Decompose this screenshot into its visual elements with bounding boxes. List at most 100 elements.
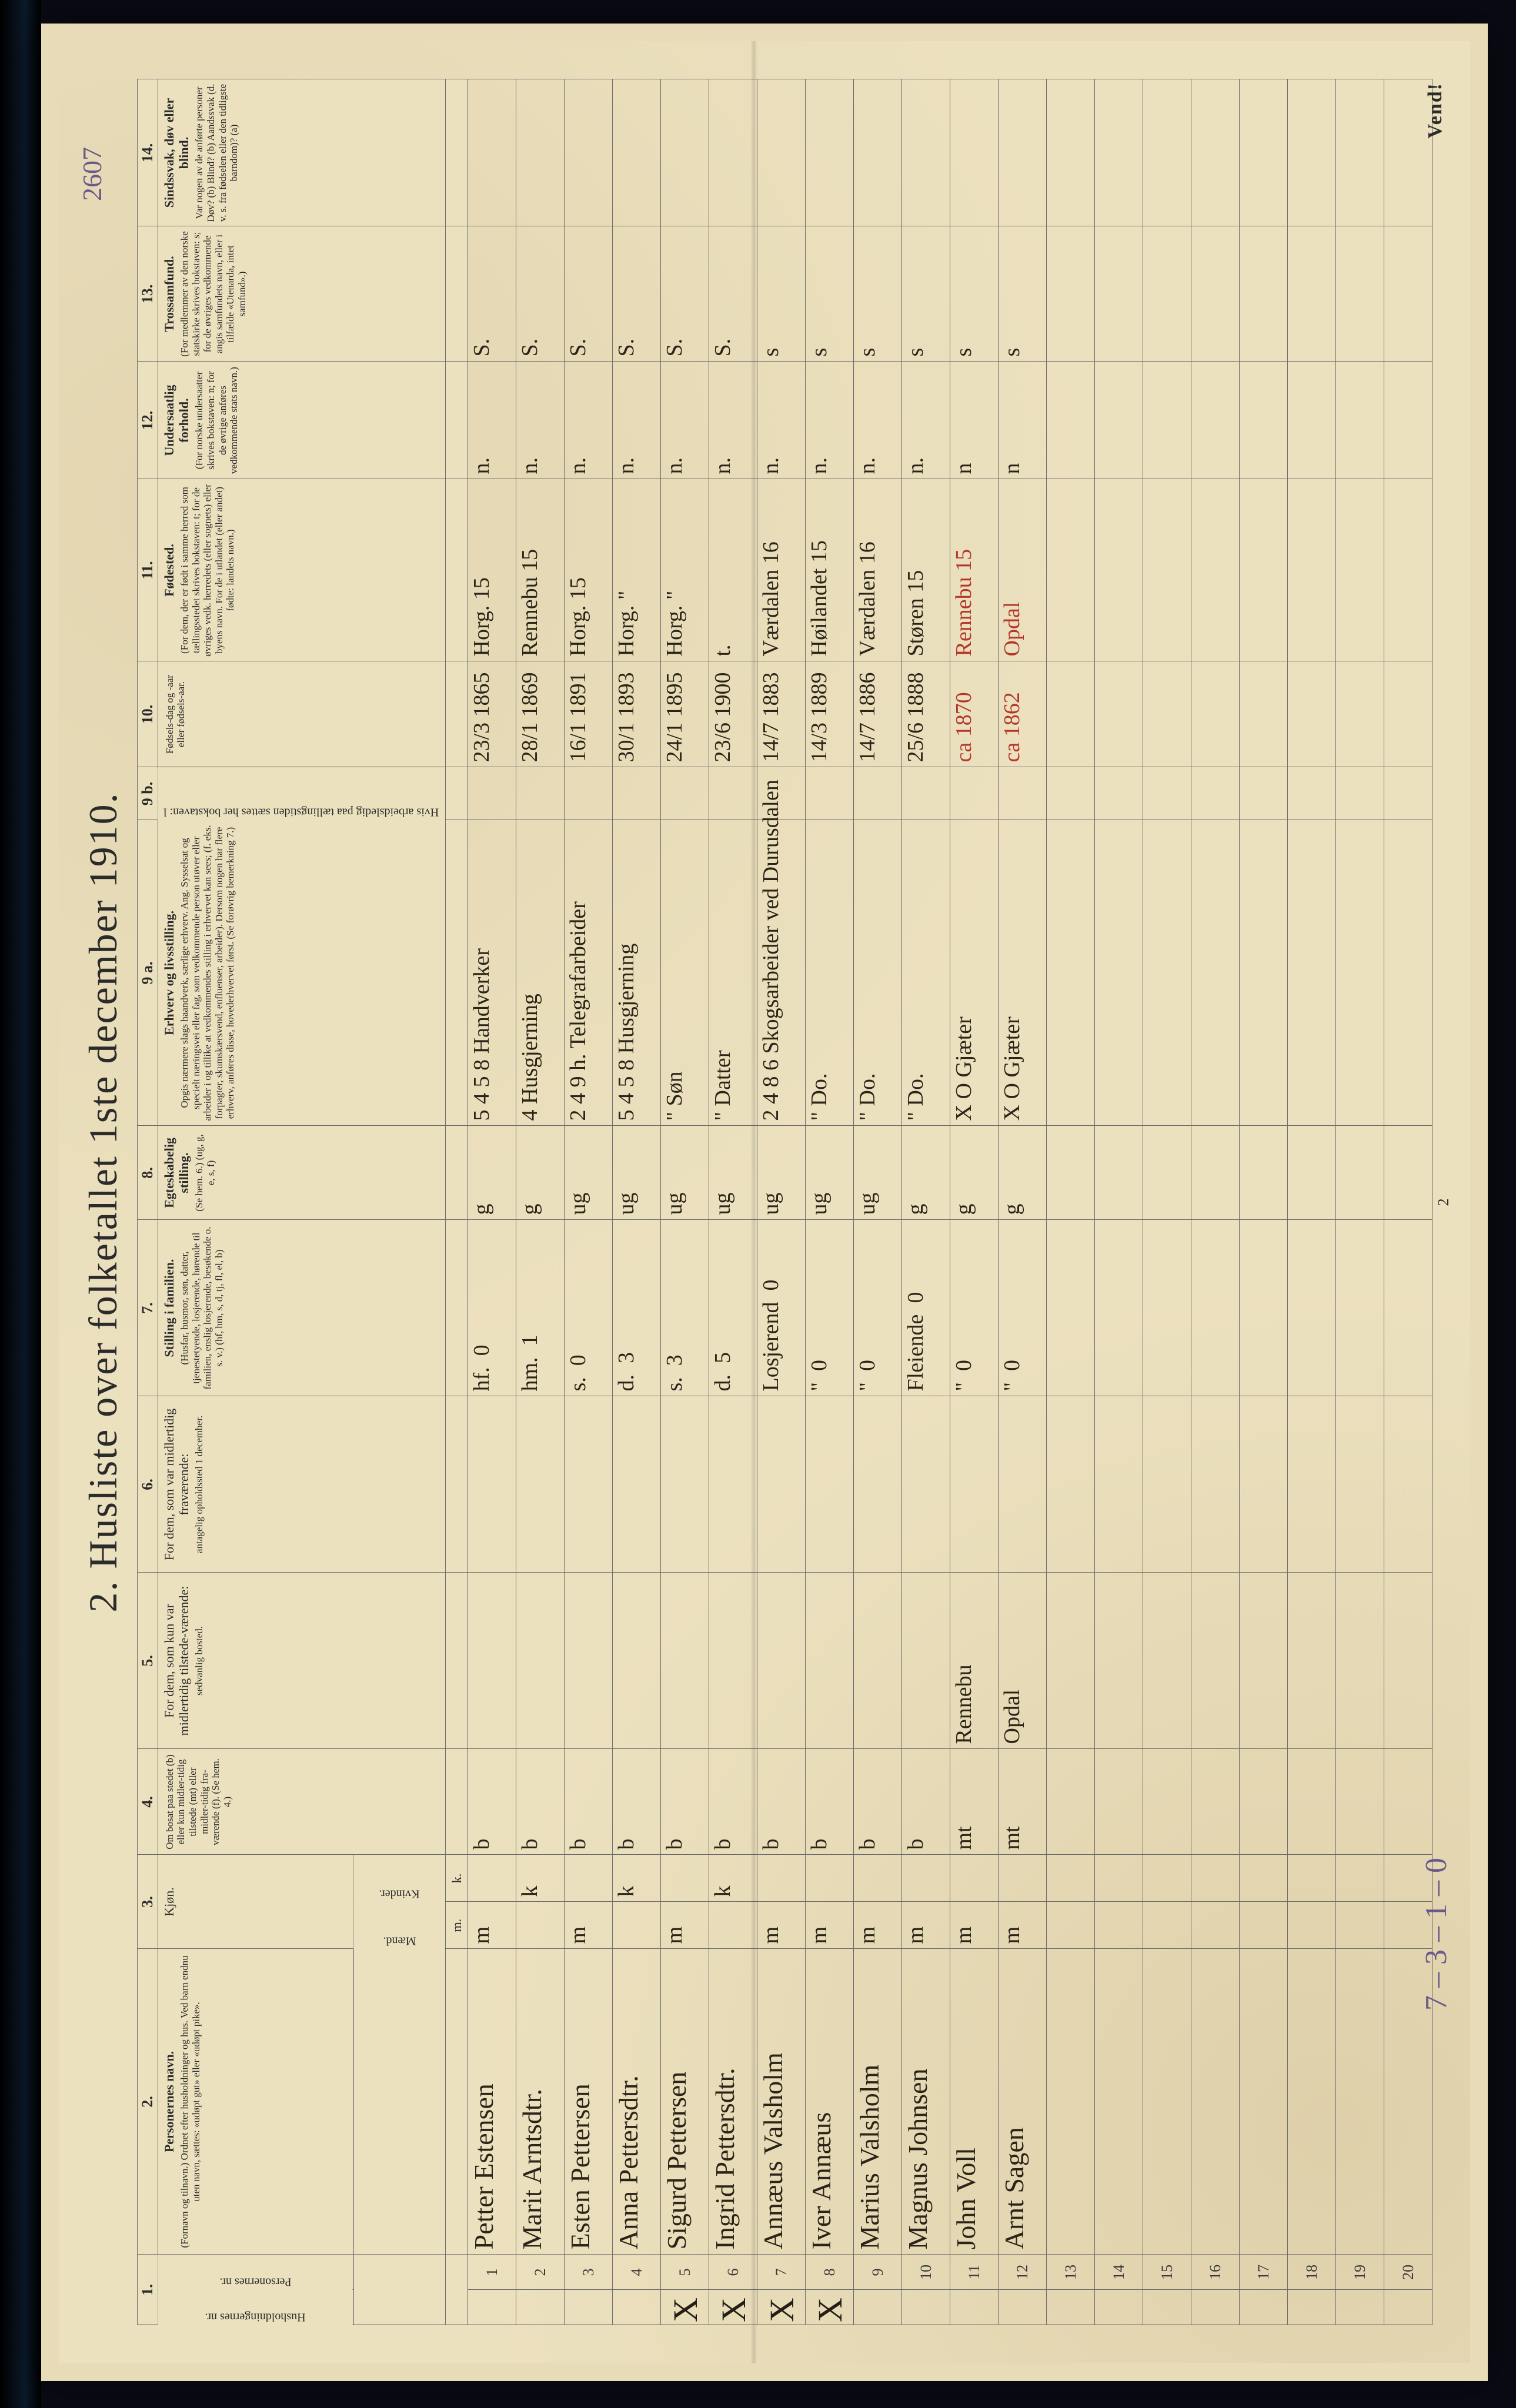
col-10-text: Fødsels-dag og -aar eller fødsels-aar. xyxy=(164,665,187,764)
cell-birthplace xyxy=(1047,479,1095,661)
cell-birthdate: 23/3 1865 xyxy=(468,661,516,767)
cell-temp-present xyxy=(854,1573,902,1749)
paper-fold xyxy=(750,41,757,2363)
cell-present: b xyxy=(757,1749,806,1855)
cell-temp-absent xyxy=(468,1396,516,1573)
cell-birthdate: 14/3 1889 xyxy=(806,661,854,767)
cell-unemployed xyxy=(1095,767,1143,820)
cell-religion: S. xyxy=(661,226,709,362)
col-3a-label: Mænd. xyxy=(353,1902,446,1949)
cell-household xyxy=(1095,2290,1143,2325)
col-10-num: 10. xyxy=(138,661,158,767)
cell-temp-present xyxy=(565,1573,613,1749)
cell-marital xyxy=(1143,1126,1191,1220)
cell-household xyxy=(950,2290,999,2325)
cell-nationality xyxy=(1047,362,1095,479)
cell-temp-present xyxy=(902,1573,950,1749)
cell-disability xyxy=(1240,79,1288,226)
cell-person-nr: 19 xyxy=(1336,2255,1384,2290)
cell-person-nr: 20 xyxy=(1384,2255,1432,2290)
col-4-label: Om bosat paa stedet (b) eller kun midler… xyxy=(158,1749,445,1855)
col-6-head: For dem, som var midlertidig fraværende: xyxy=(162,1409,191,1560)
cell-unemployed xyxy=(1384,767,1432,820)
cell-temp-absent xyxy=(757,1396,806,1573)
cell-sex-k xyxy=(1047,1855,1095,1902)
cell-unemployed xyxy=(854,767,902,820)
cell-disability xyxy=(757,79,806,226)
cell-present xyxy=(1336,1749,1384,1855)
cell-unemployed xyxy=(613,767,661,820)
cell-temp-absent xyxy=(565,1396,613,1573)
cell-family-pos: s. 0 xyxy=(565,1220,613,1396)
table-row: 2Marit Arntsdtr.kbhm. 1g4 Husgjerning28/… xyxy=(516,79,565,2325)
cell-family-pos xyxy=(1143,1220,1191,1396)
cell-sex-k xyxy=(661,1855,709,1902)
col-8-label: Egteskabelig stilling. (Se hem. 6.) (ug,… xyxy=(158,1126,445,1220)
cell-person-nr: 12 xyxy=(999,2255,1047,2290)
cell-person-nr: 2 xyxy=(516,2255,565,2290)
col-14-sub: Var nogen av de anførte personer Døv? (b… xyxy=(193,83,239,223)
cell-marital: ug xyxy=(613,1126,661,1220)
col-9b-label: Hvis arbeidsledig paa tællingstiden sætt… xyxy=(158,767,445,820)
cell-household xyxy=(999,2290,1047,2325)
col-2-unit xyxy=(446,1949,468,2255)
cell-family-pos: Losjerend 0 xyxy=(757,1220,806,1396)
col-5-label: For dem, som kun var midlertidig tilsted… xyxy=(158,1573,445,1749)
cell-nationality: n. xyxy=(854,362,902,479)
cell-unemployed xyxy=(1191,767,1240,820)
cell-birthdate: 14/7 1883 xyxy=(757,661,806,767)
cell-person-nr: 8 xyxy=(806,2255,854,2290)
census-table: 1. 2. 3. 4. 5. 6. 7. 8. 9 a. 9 b. 10. 11… xyxy=(137,79,1432,2326)
cell-birthplace: Støren 15 xyxy=(902,479,950,661)
cell-sex-m xyxy=(516,1902,565,1949)
cell-marital: g xyxy=(468,1126,516,1220)
col-12-unit xyxy=(446,362,468,479)
cell-temp-present xyxy=(757,1573,806,1749)
col-3b-unit: k. xyxy=(446,1855,468,1902)
cell-nationality: n. xyxy=(757,362,806,479)
cell-family-pos: hf. 0 xyxy=(468,1220,516,1396)
cell-religion xyxy=(1240,226,1288,362)
col-8-head: Egteskabelig stilling. xyxy=(162,1138,191,1208)
cell-sex-m: m xyxy=(806,1902,854,1949)
cell-nationality xyxy=(1240,362,1288,479)
table-body: 1Petter Estensenmbhf. 0g5 4 5 8 Handverk… xyxy=(468,79,1432,2325)
cell-religion xyxy=(1047,226,1095,362)
cell-unemployed xyxy=(806,767,854,820)
col-11-num: 11. xyxy=(138,479,158,661)
col-11-label: Fødested. (For dem, der er født i samme … xyxy=(158,479,445,661)
cell-unemployed xyxy=(1240,767,1288,820)
cell-nationality: n. xyxy=(806,362,854,479)
cell-temp-present: Rennebu xyxy=(950,1573,999,1749)
cell-occupation xyxy=(1047,820,1095,1126)
cell-disability xyxy=(999,79,1047,226)
cell-disability xyxy=(613,79,661,226)
cell-unemployed xyxy=(1047,767,1095,820)
cell-temp-present xyxy=(1095,1573,1143,1749)
col-3-num: 3. xyxy=(138,1855,158,1949)
cell-temp-present xyxy=(1288,1573,1336,1749)
col-1-unit xyxy=(446,2255,468,2325)
col-4-text: Om bosat paa stedet (b) eller kun midler… xyxy=(164,1753,233,1851)
cell-household xyxy=(1384,2290,1432,2325)
cell-disability xyxy=(565,79,613,226)
cell-present: b xyxy=(902,1749,950,1855)
cell-person-nr: 5 xyxy=(661,2255,709,2290)
cell-disability xyxy=(1336,79,1384,226)
cell-occupation xyxy=(1336,820,1384,1126)
cell-family-pos xyxy=(1191,1220,1240,1396)
cell-person-nr: 1 xyxy=(468,2255,516,2290)
cell-name: Anna Pettersdtr. xyxy=(613,1949,661,2255)
cell-nationality: n. xyxy=(613,362,661,479)
cell-sex-k xyxy=(902,1855,950,1902)
cell-disability xyxy=(1095,79,1143,226)
col-9a-unit xyxy=(446,820,468,1126)
cell-birthplace: Horg. " xyxy=(613,479,661,661)
row-x-mark: X xyxy=(762,2297,802,2322)
cell-sex-m: m xyxy=(565,1902,613,1949)
cell-occupation: 2 4 8 6 Skogsarbeider ved Durusdalen xyxy=(757,820,806,1126)
col-6-label: For dem, som var midlertidig fraværende:… xyxy=(158,1396,445,1573)
cell-family-pos: " 0 xyxy=(950,1220,999,1396)
cell-nationality: n. xyxy=(516,362,565,479)
col-6-sub: antagelig opholdssted 1 december. xyxy=(193,1400,205,1569)
